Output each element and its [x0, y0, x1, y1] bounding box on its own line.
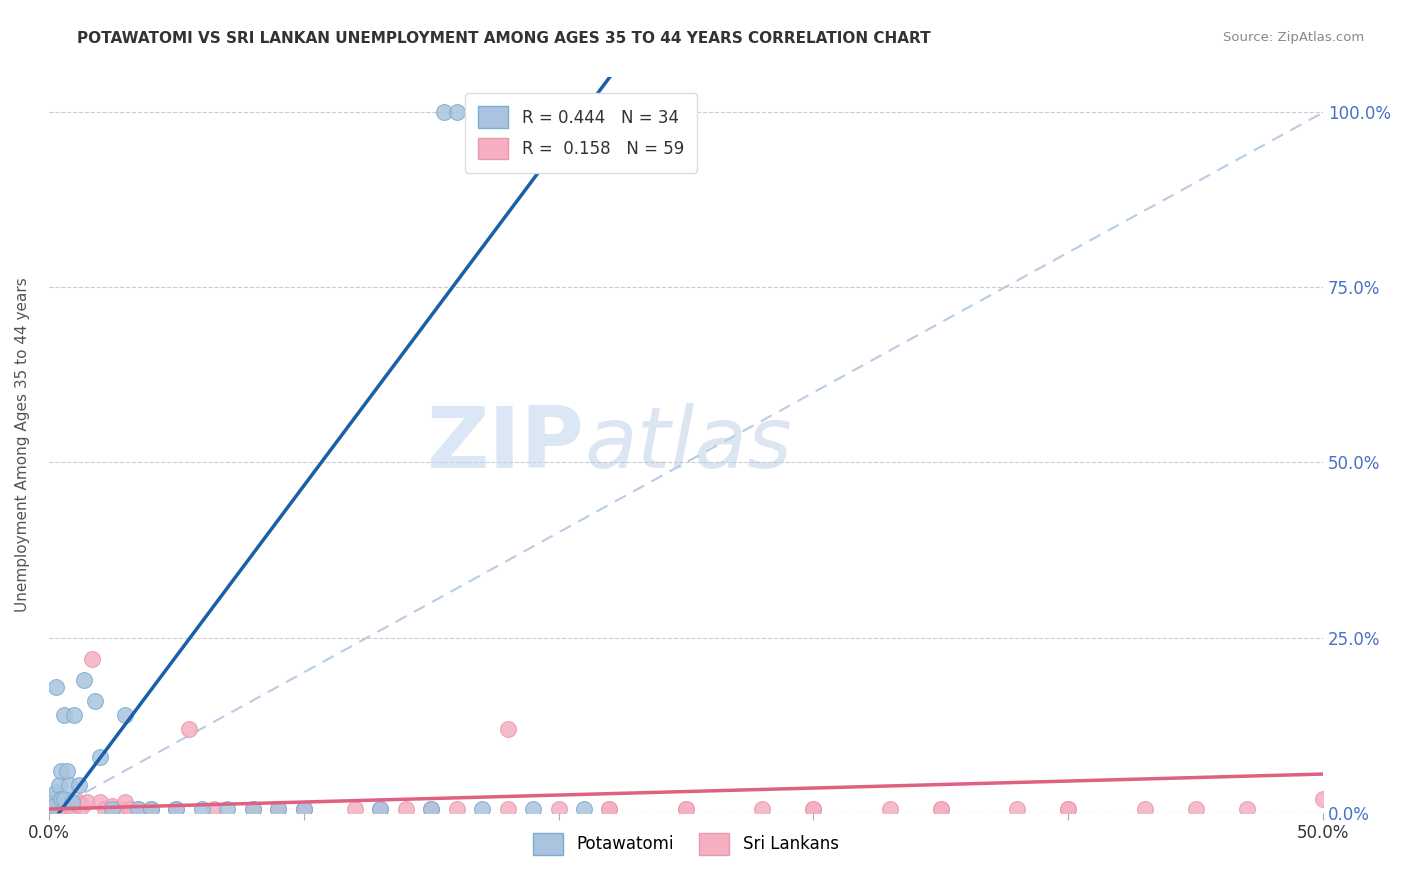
Point: [1007, 802, 1029, 816]
Point: [120, 802, 142, 816]
Point: [368, 802, 391, 816]
Point: [39, 791, 62, 805]
Point: [39, 802, 62, 816]
Point: [67, 795, 90, 809]
Point: [803, 802, 825, 816]
Point: [127, 802, 149, 816]
Point: [446, 802, 468, 816]
Point: [55, 801, 77, 815]
Point: [76, 795, 98, 809]
Point: [496, 802, 519, 816]
Point: [420, 802, 443, 816]
Point: [292, 802, 315, 816]
Point: [929, 802, 952, 816]
Point: [204, 802, 226, 816]
Point: [267, 802, 290, 816]
Point: [675, 802, 697, 816]
Point: [139, 802, 162, 816]
Point: [70, 798, 93, 813]
Point: [45, 800, 67, 814]
Point: [267, 802, 290, 816]
Text: Source: ZipAtlas.com: Source: ZipAtlas.com: [1223, 31, 1364, 45]
Point: [1057, 802, 1080, 816]
Point: [48, 802, 70, 816]
Point: [53, 707, 76, 722]
Point: [48, 778, 70, 792]
Point: [1057, 802, 1080, 816]
Legend: Potawatomi, Sri Lankans: Potawatomi, Sri Lankans: [524, 825, 846, 863]
Point: [101, 798, 124, 813]
Point: [51, 800, 73, 814]
Point: [55, 764, 77, 778]
Point: [751, 802, 773, 816]
Point: [598, 802, 620, 816]
Point: [45, 784, 67, 798]
Point: [58, 778, 80, 792]
Point: [879, 802, 901, 816]
Point: [420, 802, 443, 816]
Point: [67, 778, 90, 792]
Point: [80, 651, 103, 665]
Point: [73, 673, 96, 687]
Point: [114, 707, 136, 722]
Point: [53, 795, 76, 809]
Point: [1236, 802, 1258, 816]
Point: [51, 791, 73, 805]
Point: [45, 803, 67, 817]
Point: [292, 802, 315, 816]
Point: [547, 802, 569, 816]
Point: [63, 707, 86, 722]
Point: [42, 804, 65, 818]
Point: [1312, 791, 1334, 805]
Text: ZIP: ZIP: [426, 403, 583, 486]
Point: [42, 800, 65, 814]
Point: [127, 802, 149, 816]
Point: [496, 722, 519, 736]
Point: [471, 802, 494, 816]
Point: [94, 802, 117, 816]
Point: [522, 802, 544, 816]
Point: [929, 802, 952, 816]
Point: [165, 802, 187, 816]
Point: [242, 802, 264, 816]
Point: [89, 749, 111, 764]
Point: [803, 802, 825, 816]
Point: [63, 800, 86, 814]
Point: [83, 693, 105, 707]
Point: [1133, 802, 1156, 816]
Point: [217, 802, 239, 816]
Point: [45, 680, 67, 694]
Point: [139, 802, 162, 816]
Point: [101, 802, 124, 816]
Point: [53, 791, 76, 805]
Y-axis label: Unemployment Among Ages 35 to 44 years: Unemployment Among Ages 35 to 44 years: [15, 277, 30, 613]
Point: [190, 802, 212, 816]
Point: [394, 802, 416, 816]
Point: [343, 802, 366, 816]
Point: [368, 802, 391, 816]
Point: [42, 798, 65, 813]
Point: [89, 795, 111, 809]
Point: [108, 802, 131, 816]
Point: [48, 801, 70, 815]
Point: [60, 802, 83, 816]
Point: [114, 795, 136, 809]
Point: [60, 795, 83, 809]
Point: [1184, 802, 1206, 816]
Point: [51, 764, 73, 778]
Point: [433, 105, 456, 120]
Point: [242, 802, 264, 816]
Point: [177, 722, 200, 736]
Point: [292, 802, 315, 816]
Point: [598, 802, 620, 816]
Point: [572, 802, 595, 816]
Point: [446, 105, 468, 120]
Text: atlas: atlas: [583, 403, 792, 486]
Point: [165, 802, 187, 816]
Point: [51, 798, 73, 813]
Point: [66, 797, 89, 812]
Text: POTAWATOMI VS SRI LANKAN UNEMPLOYMENT AMONG AGES 35 TO 44 YEARS CORRELATION CHAR: POTAWATOMI VS SRI LANKAN UNEMPLOYMENT AM…: [77, 31, 931, 46]
Point: [675, 802, 697, 816]
Point: [58, 798, 80, 813]
